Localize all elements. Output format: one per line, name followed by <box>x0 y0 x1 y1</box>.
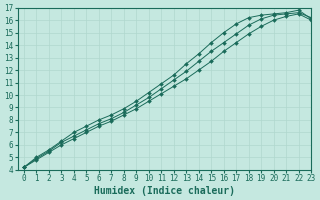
X-axis label: Humidex (Indice chaleur): Humidex (Indice chaleur) <box>94 186 235 196</box>
